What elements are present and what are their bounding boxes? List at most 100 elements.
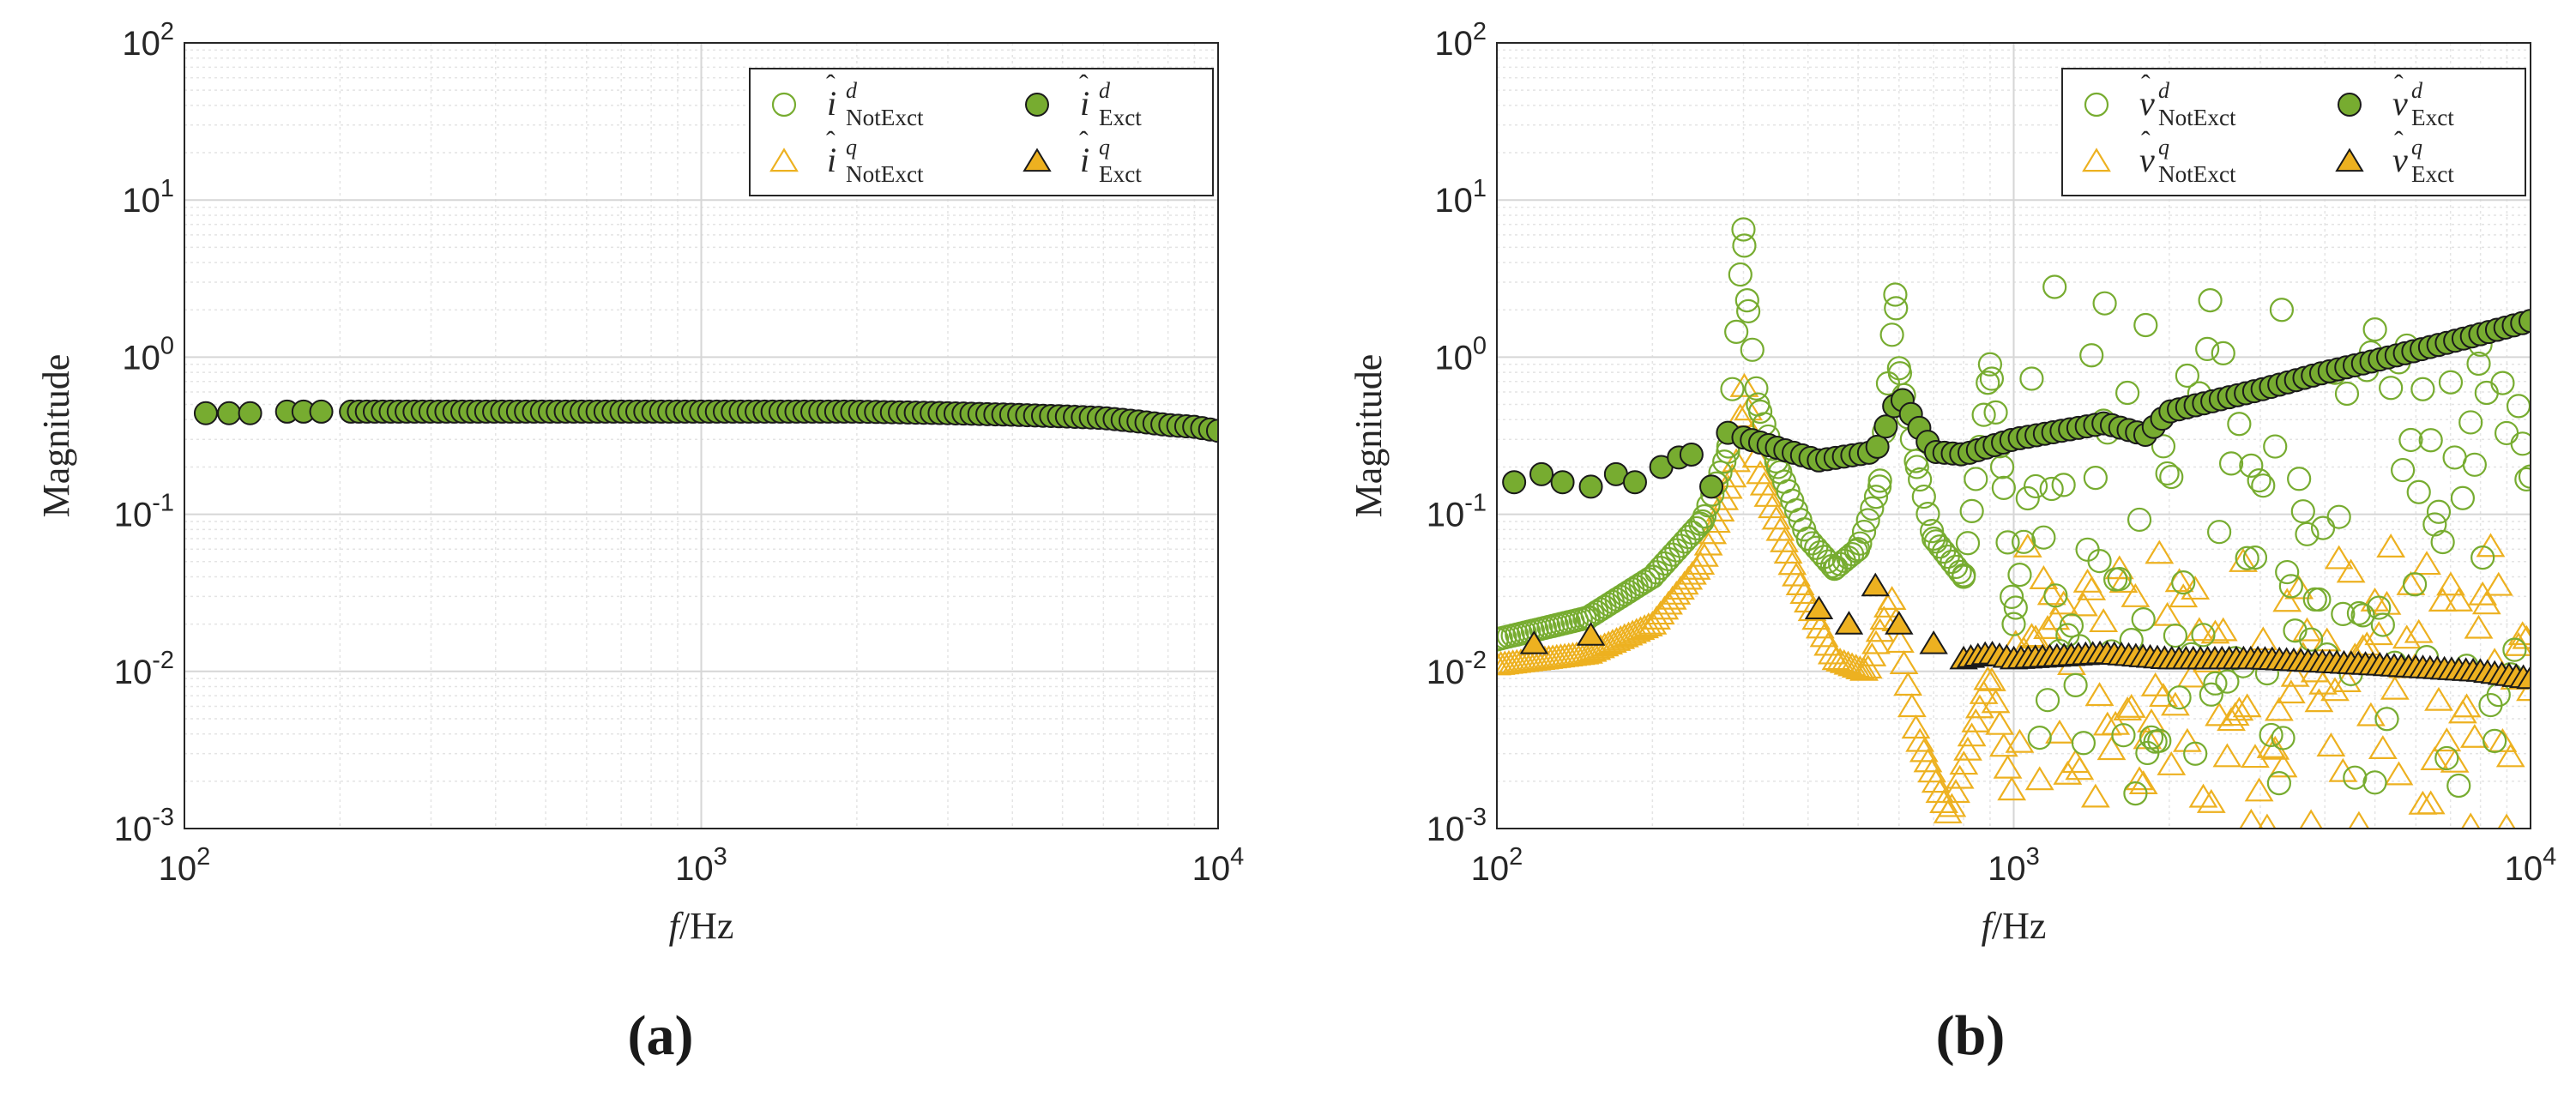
legend-label-sup: d (2411, 78, 2423, 103)
scatter-point-vq-notexct (2024, 766, 2054, 791)
scatter-point-vq-notexct (2161, 691, 2190, 716)
scatter-point-vq-notexct (1614, 621, 1644, 646)
scatter-point-vd-notexct (2271, 726, 2295, 750)
scatter-point-vd-exct (1679, 442, 1704, 467)
scatter-point-id-exct (193, 401, 218, 425)
y-tick-label: 101 (122, 175, 174, 220)
scatter-point-vd-notexct (2203, 671, 2228, 696)
scatter-point-vd-notexct (1921, 526, 1946, 552)
y-tick-label: 10-3 (1427, 804, 1487, 848)
scatter-point-vq-notexct (2176, 663, 2206, 688)
scatter-point-vq-notexct (2368, 735, 2398, 759)
scatter-point-vd-notexct (2458, 410, 2483, 435)
scatter-point-vq-notexct (1969, 679, 1999, 704)
scatter-point-vq-notexct (2224, 696, 2254, 721)
scatter-point-vq-notexct (1973, 666, 2003, 690)
scatter-point-vq-notexct (2065, 756, 2095, 781)
scatter-point-vd-notexct (2242, 545, 2268, 570)
x-tick-label: 102 (159, 843, 211, 888)
scatter-point-vd-notexct (1640, 564, 1665, 589)
y-tick-label: 10-2 (1427, 647, 1487, 691)
scatter-point-vq-notexct (2464, 614, 2494, 639)
scatter-point-vq-notexct (2272, 588, 2302, 612)
scatter-point-vq-notexct (2364, 621, 2394, 646)
scatter-point-vd-notexct (2410, 377, 2435, 401)
legend-label-sub: NotExct (2158, 105, 2236, 130)
scatter-point-vd-notexct (2398, 427, 2423, 453)
scatter-point-vd-notexct (1720, 377, 1745, 401)
y-tick-label: 10-1 (114, 490, 174, 534)
scatter-point-vq-notexct (2077, 576, 2107, 600)
scatter-point-vd-notexct (2450, 485, 2476, 510)
scatter-point-vq-notexct (2005, 728, 2035, 753)
scatter-point-vq-notexct (2152, 601, 2182, 626)
scatter-point-vq-notexct (2432, 727, 2462, 752)
scatter-point-vd-notexct (1867, 474, 1892, 499)
scatter-point-vd-notexct (2163, 623, 2188, 648)
scatter-point-vq-notexct (1777, 551, 1807, 576)
scatter-point-vd-notexct (1989, 455, 2015, 479)
chart-panel-a: 102 103 104 10-3 10-2 10-1 100 101 102 f/Hz Magnit… (35, 18, 1244, 947)
legend-label-sub: Exct (1099, 105, 1142, 130)
y-tick-label: 102 (1434, 18, 1487, 63)
scatter-point-vd-notexct (1807, 539, 1832, 565)
scatter-point-id-exct (238, 401, 262, 425)
scatter-point-vq-notexct (1717, 463, 1747, 488)
scatter-point-vq-notexct (1949, 750, 1979, 775)
scatter-point-vq-exct (1919, 630, 1948, 654)
scatter-point-vq-notexct (2428, 588, 2458, 612)
axes-box (184, 42, 1219, 829)
scatter-point-vq-notexct (2392, 624, 2422, 649)
scatter-point-vq-notexct (2328, 757, 2358, 782)
scatter-point-vd-exct (1622, 470, 1647, 495)
x-tick-label: 103 (1988, 843, 2040, 888)
scatter-point-vq-notexct (2471, 590, 2501, 615)
scatter-point-vd-notexct (2015, 485, 2040, 511)
scatter-point-vd-notexct (2123, 781, 2148, 806)
scatter-point-vd-notexct (2430, 529, 2455, 555)
scatter-point-vd-notexct (2051, 473, 2076, 497)
scatter-point-vq-notexct (2440, 748, 2470, 773)
scatter-point-vq-notexct (1945, 764, 1975, 789)
scatter-point-vd-notexct (1991, 475, 2016, 500)
scatter-point-vq-notexct (2516, 677, 2531, 702)
legend-marker (769, 148, 799, 172)
scatter-point-vd-notexct (2007, 563, 2032, 588)
scatter-point-vd-notexct (2155, 461, 2180, 486)
scatter-point-vd-notexct (2490, 371, 2515, 395)
scatter-point-vd-notexct (2092, 291, 2117, 316)
scatter-point-vd-notexct (2191, 623, 2216, 648)
scatter-point-vq-notexct (2420, 746, 2450, 771)
scatter-point-vd-notexct (1904, 455, 1929, 479)
y-tick-label: 10-2 (114, 647, 174, 691)
scatter-point-vd-notexct (2278, 574, 2303, 599)
scatter-point-vd-notexct (1959, 498, 1984, 523)
scatter-point-vq-notexct (2308, 670, 2338, 695)
legend-label-sup: q (2158, 135, 2169, 160)
scatter-point-vq-notexct (2348, 811, 2370, 829)
legend-label-hat: ˆ (2141, 69, 2151, 99)
scatter-point-vq-notexct (2089, 608, 2119, 633)
scatter-point-vd-exct (1699, 474, 1724, 499)
scatter-point-vd-notexct (1971, 402, 1996, 427)
scatter-point-vd-exct (1529, 461, 1554, 486)
legend-marker (2084, 92, 2109, 118)
scatter-point-vq-notexct (2332, 668, 2362, 693)
scatter-point-vd-notexct (2406, 479, 2431, 504)
scatter-point-vd-notexct (2023, 473, 2048, 499)
y-tick-label: 100 (122, 332, 174, 377)
scatter-point-vd-notexct (1668, 533, 1693, 558)
scatter-point-vq-notexct (2045, 719, 2074, 744)
scatter-point-vq-notexct (2380, 675, 2410, 700)
scatter-point-vd-notexct (1672, 529, 1697, 554)
scatter-point-vd-notexct (1983, 400, 2008, 425)
scatter-point-vd-notexct (2391, 457, 2416, 483)
scatter-point-vq-notexct (2084, 682, 2114, 707)
scatter-point-vd-notexct (2107, 566, 2132, 592)
scatter-point-vd-notexct (1911, 484, 1936, 509)
scatter-point-vq-notexct (1905, 727, 1935, 752)
scatter-point-vd-notexct (1795, 526, 1820, 552)
scatter-point-vq-exct (2516, 665, 2531, 690)
legend-label: v (2139, 84, 2155, 123)
scatter-point-vd-notexct (1664, 538, 1689, 563)
